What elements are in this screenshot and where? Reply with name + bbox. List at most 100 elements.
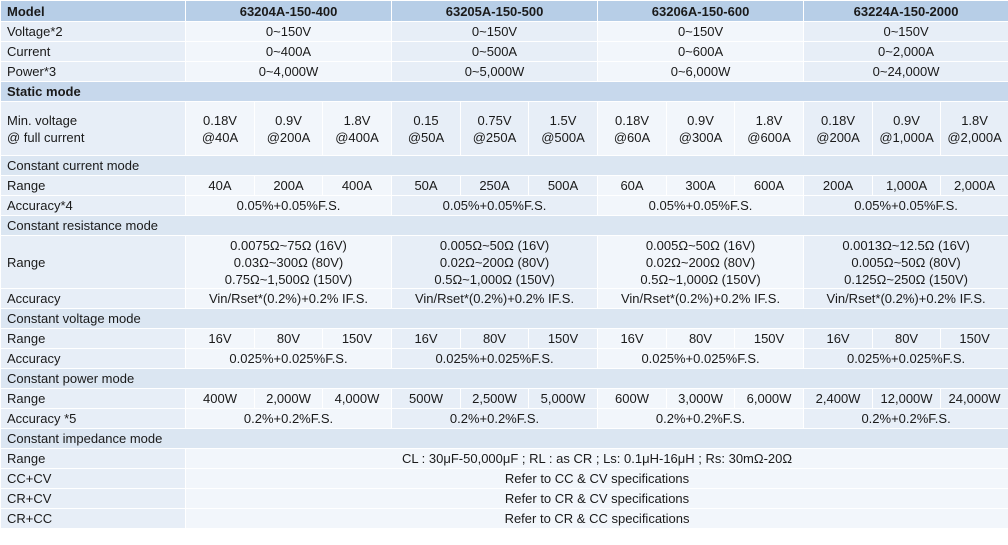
voltage-value: 0~150V — [184, 21, 393, 42]
cv-range-cell: 80V — [666, 328, 736, 349]
cv-range-cell: 80V — [460, 328, 530, 349]
cz-range-row: Range CL : 30μF-50,000μF ; RL : as CR ; … — [0, 448, 1008, 469]
cc-range-cell: 600A — [734, 175, 805, 196]
cc-range-cell: 300A — [666, 175, 736, 196]
cc-accuracy-cell: 0.05%+0.05%F.S. — [184, 195, 393, 216]
min-voltage-cell: 0.9V @1,000A — [872, 101, 942, 156]
cp-range-cell: 500W — [391, 388, 462, 409]
section-title: Constant power mode — [0, 368, 1008, 389]
power-row: Power*3 0~4,000W 0~5,000W 0~6,000W 0~24,… — [0, 61, 1008, 82]
min-voltage-cell: 0.18V @40A — [185, 101, 255, 156]
min-voltage-cell: 1.8V @400A — [321, 101, 393, 156]
cc-range-cell: 250A — [460, 175, 530, 196]
cp-range-cell: 6,000W — [734, 388, 805, 409]
cc-range-cell: 200A — [254, 175, 323, 196]
cc-range-label: Range — [0, 175, 186, 196]
cv-accuracy-cell: 0.025%+0.025%F.S. — [184, 348, 393, 369]
header-row: Model 63204A-150-400 63205A-150-500 6320… — [0, 0, 1008, 22]
cz-range-value: CL : 30μF-50,000μF ; RL : as CR ; Ls: 0.… — [184, 448, 1008, 469]
cc-range-cell: 40A — [185, 175, 255, 196]
min-voltage-cell: 1.8V @600A — [734, 101, 805, 156]
section-title: Static mode — [0, 81, 1008, 102]
min-voltage-cell: 0.18V @60A — [597, 101, 668, 156]
min-voltage-label-line2: @ full current — [7, 129, 85, 145]
cp-accuracy-cell: 0.2%+0.2%F.S. — [803, 408, 1008, 429]
cr-accuracy-cell: Vin/Rset*(0.2%)+0.2% IF.S. — [184, 288, 393, 309]
combined-value: Refer to CR & CV specifications — [184, 488, 1008, 509]
cc-accuracy-cell: 0.05%+0.05%F.S. — [391, 195, 599, 216]
cv-range-cell: 150V — [528, 328, 599, 349]
min-voltage-cell: 0.15 @50A — [391, 101, 462, 156]
min-voltage-cell: 1.8V @2,000A — [940, 101, 1008, 156]
combined-value: Refer to CR & CC specifications — [184, 508, 1008, 529]
cc-mode-section: Constant current mode — [0, 155, 1008, 176]
cv-range-cell: 150V — [734, 328, 805, 349]
voltage-value: 0~150V — [597, 21, 805, 42]
power-value: 0~24,000W — [803, 61, 1008, 82]
cv-range-cell: 150V — [321, 328, 393, 349]
cv-accuracy-cell: 0.025%+0.025%F.S. — [803, 348, 1008, 369]
voltage-value: 0~150V — [391, 21, 599, 42]
cr-accuracy-cell: Vin/Rset*(0.2%)+0.2% IF.S. — [597, 288, 805, 309]
current-value: 0~500A — [391, 41, 599, 62]
min-voltage-row: Min. voltage @ full current 0.18V @40A 0.… — [0, 101, 1008, 156]
cv-mode-section: Constant voltage mode — [0, 308, 1008, 329]
min-voltage-label: Min. voltage @ full current — [0, 101, 186, 156]
section-title: Constant impedance mode — [0, 428, 1008, 449]
cp-accuracy-cell: 0.2%+0.2%F.S. — [391, 408, 599, 429]
combined-label: CC+CV — [0, 468, 186, 489]
power-value: 0~4,000W — [184, 61, 393, 82]
cr-accuracy-label: Accuracy — [0, 288, 186, 309]
model-4: 63224A-150-2000 — [803, 0, 1008, 22]
cp-range-row: Range 400W 2,000W 4,000W 500W 2,500W 5,0… — [0, 388, 1008, 409]
combined-row-cr-cv: CR+CV Refer to CR & CV specifications — [0, 488, 1008, 509]
cv-range-row: Range 16V 80V 150V 16V 80V 150V 16V 80V … — [0, 328, 1008, 349]
cp-range-cell: 2,400W — [803, 388, 874, 409]
spec-table: Model 63204A-150-400 63205A-150-500 6320… — [0, 0, 1008, 529]
cr-accuracy-cell: Vin/Rset*(0.2%)+0.2% IF.S. — [391, 288, 599, 309]
model-1: 63204A-150-400 — [184, 0, 393, 22]
cv-range-cell: 16V — [391, 328, 462, 349]
power-value: 0~6,000W — [597, 61, 805, 82]
cp-range-cell: 5,000W — [528, 388, 599, 409]
cp-range-cell: 2,500W — [460, 388, 530, 409]
cc-range-row: Range 40A 200A 400A 50A 250A 500A 60A 30… — [0, 175, 1008, 196]
cc-accuracy-row: Accuracy*4 0.05%+0.05%F.S. 0.05%+0.05%F.… — [0, 195, 1008, 216]
section-title: Constant voltage mode — [0, 308, 1008, 329]
current-value: 0~600A — [597, 41, 805, 62]
cr-range-cell: 0.005Ω~50Ω (16V) 0.02Ω~200Ω (80V) 0.5Ω~1,0… — [391, 235, 599, 289]
model-label: Model — [0, 0, 186, 22]
current-row: Current 0~400A 0~500A 0~600A 0~2,000A — [0, 41, 1008, 62]
power-label: Power*3 — [0, 61, 186, 82]
cv-range-cell: 80V — [254, 328, 323, 349]
cv-accuracy-row: Accuracy 0.025%+0.025%F.S. 0.025%+0.025%… — [0, 348, 1008, 369]
combined-value: Refer to CC & CV specifications — [184, 468, 1008, 489]
cv-range-cell: 16V — [185, 328, 255, 349]
cv-accuracy-cell: 0.025%+0.025%F.S. — [597, 348, 805, 369]
cc-range-cell: 400A — [321, 175, 393, 196]
cc-range-cell: 2,000A — [940, 175, 1008, 196]
model-2: 63205A-150-500 — [391, 0, 599, 22]
cv-range-cell: 16V — [803, 328, 874, 349]
min-voltage-cell: 0.18V @200A — [803, 101, 874, 156]
static-mode-section: Static mode — [0, 81, 1008, 102]
cr-range-label: Range — [0, 235, 186, 289]
cv-accuracy-cell: 0.025%+0.025%F.S. — [391, 348, 599, 369]
cc-range-cell: 200A — [803, 175, 874, 196]
cc-accuracy-cell: 0.05%+0.05%F.S. — [803, 195, 1008, 216]
cp-range-cell: 4,000W — [321, 388, 393, 409]
cc-range-cell: 1,000A — [872, 175, 942, 196]
combined-label: CR+CV — [0, 488, 186, 509]
cp-mode-section: Constant power mode — [0, 368, 1008, 389]
cv-range-cell: 16V — [597, 328, 668, 349]
cp-accuracy-row: Accuracy *5 0.2%+0.2%F.S. 0.2%+0.2%F.S. … — [0, 408, 1008, 429]
cz-mode-section: Constant impedance mode — [0, 428, 1008, 449]
cp-range-cell: 24,000W — [940, 388, 1008, 409]
voltage-label: Voltage*2 — [0, 21, 186, 42]
cr-accuracy-cell: Vin/Rset*(0.2%)+0.2% IF.S. — [803, 288, 1008, 309]
min-voltage-label-line1: Min. voltage — [7, 112, 78, 128]
model-3: 63206A-150-600 — [597, 0, 805, 22]
section-title: Constant resistance mode — [0, 215, 1008, 236]
power-value: 0~5,000W — [391, 61, 599, 82]
cv-range-label: Range — [0, 328, 186, 349]
